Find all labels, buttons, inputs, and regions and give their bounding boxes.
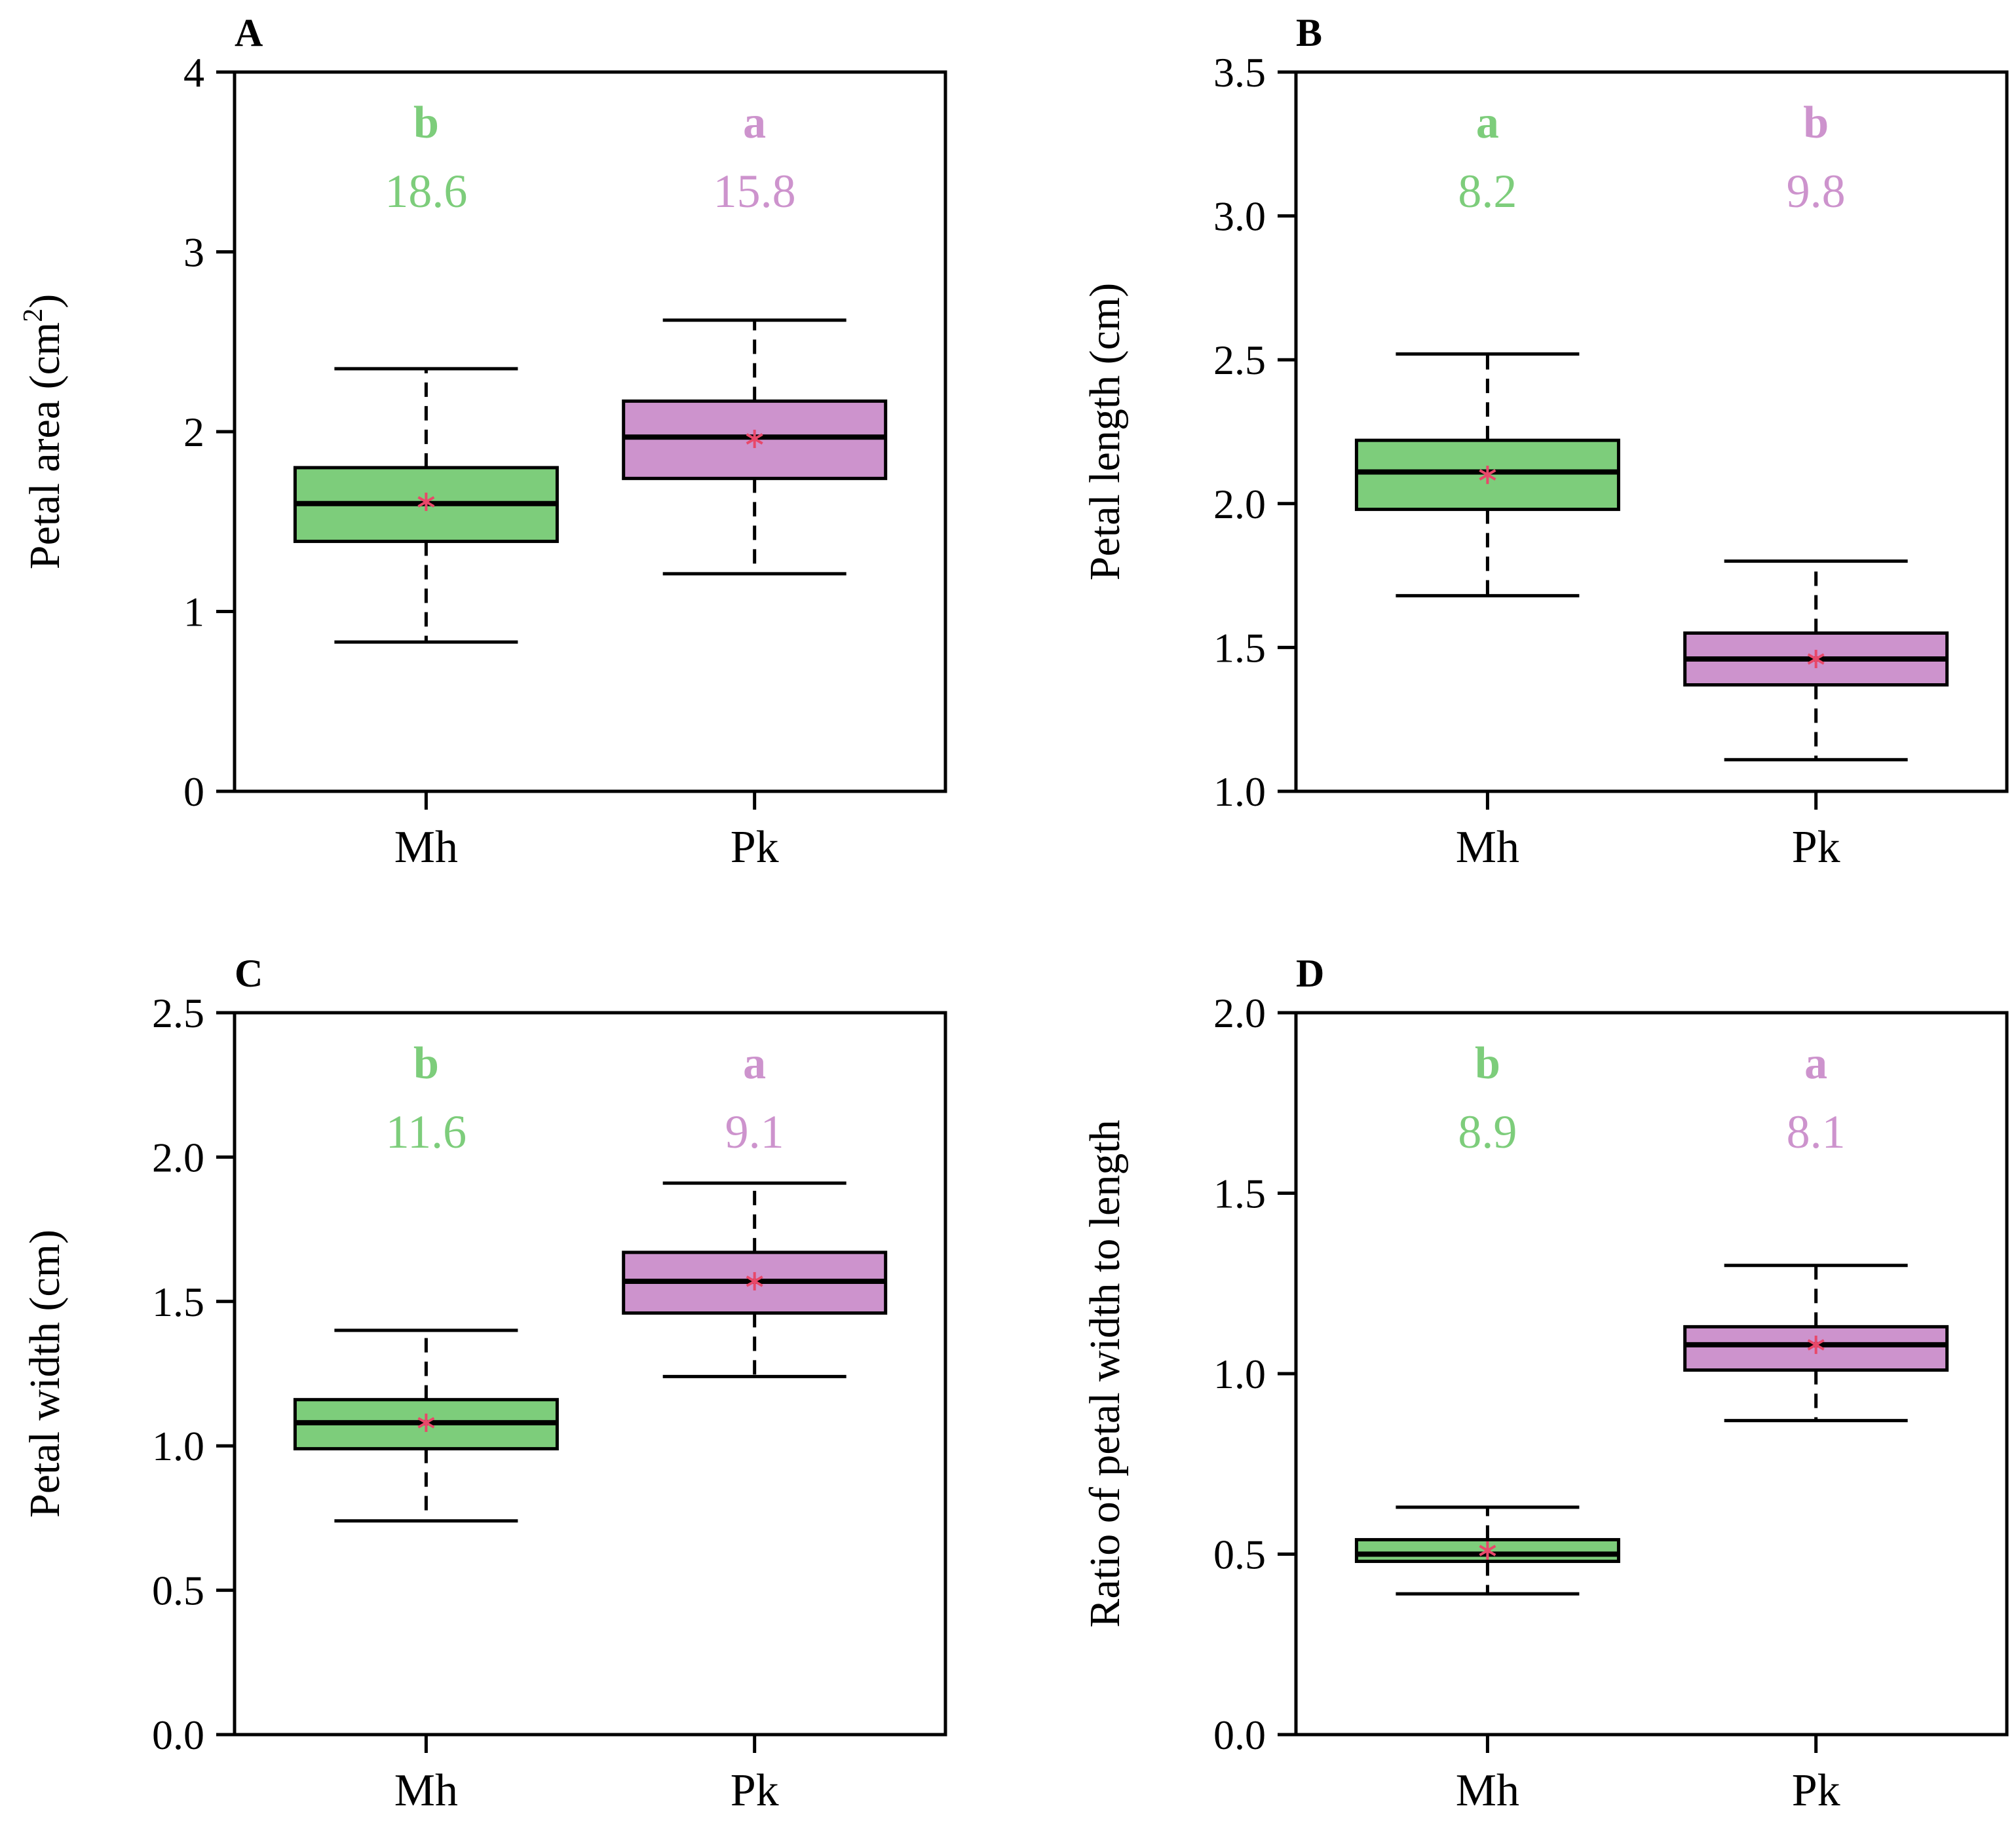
panel-b-pk-sig-letter: b: [1803, 98, 1829, 148]
panel-c-pk-mean-marker: [746, 1271, 763, 1290]
panel-d-pk-value-label: 8.1: [1787, 1106, 1846, 1158]
panel-c-y-tick-label: 2.0: [152, 1134, 204, 1180]
panel-c-letter: C: [235, 952, 263, 995]
panel-d-y-tick-label: 0.5: [1213, 1532, 1266, 1578]
panel-b-y-tick-label: 1.5: [1213, 624, 1266, 671]
panel-c: b 11.6 Mh a 9.1 Pk 0.0 0.5 1.0 1.5 2.0 2.5 C Petal wi…: [21, 952, 947, 1816]
panel-a-mh-value-label: 18.6: [385, 165, 467, 217]
panel-d-mh-value-label: 8.9: [1458, 1106, 1517, 1158]
panel-c-pk-x-tick-label: Pk: [731, 1765, 779, 1816]
panel-b-mh-mean-stroke: [1479, 469, 1496, 481]
panel-a-y-tick-label: 2: [183, 409, 204, 455]
panel-a-y-axis-title: Petal area (cm2): [18, 294, 69, 569]
panel-a-mh-mean-marker: [417, 493, 435, 512]
panel-a-mh-sig-letter: b: [413, 98, 439, 148]
panel-d: b 8.9 Mh a 8.1 Pk 0.0 0.5 1.0 1.5 2.0 D Ratio of pet…: [1081, 952, 2009, 1816]
panel-a-pk-sig-letter: a: [743, 98, 766, 148]
panel-d-y-tick-label: 2.0: [1213, 990, 1266, 1036]
panel-c-pk-value-label: 9.1: [725, 1106, 784, 1158]
panel-c-mh-mean-marker: [417, 1413, 435, 1432]
panel-d-mh-sig-letter: b: [1475, 1038, 1500, 1089]
panel-c-mh-x-tick-label: Mh: [394, 1765, 458, 1816]
panel-d-pk-x-tick-label: Pk: [1792, 1765, 1840, 1816]
panel-d-pk-sig-letter: a: [1804, 1038, 1827, 1089]
panel-b-y-tick-label: 3.0: [1213, 193, 1266, 240]
panel-b-mh-x-tick-label: Mh: [1456, 822, 1519, 873]
panel-d-pk-mean-stroke: [1807, 1339, 1825, 1351]
panel-a-y-tick-label: 1: [183, 589, 204, 635]
panel-d-mh-mean-stroke: [1479, 1545, 1496, 1556]
panel-b-y-tick-label: 3.5: [1213, 49, 1266, 96]
panel-d-frame: [1294, 1011, 2009, 1737]
panel-b-y-tick-label: 1.0: [1213, 768, 1266, 815]
panel-c-y-tick-label: 0.5: [152, 1568, 204, 1614]
panel-b-y-axis-title: Petal length (cm): [1081, 283, 1129, 581]
panel-b-mh-value-label: 8.2: [1458, 165, 1517, 217]
y-axis-title-main: Petal area (cm: [21, 322, 69, 569]
panel-d-y-tick-label: 0.0: [1213, 1712, 1266, 1758]
panel-a-y-tick-label: 0: [183, 768, 204, 815]
panel-c-mh-mean-stroke: [417, 1417, 435, 1429]
panel-b-frame: [1294, 70, 2009, 793]
panel-b-mh-mean-marker: [1479, 465, 1496, 484]
panel-b-y-tick-label: 2.5: [1213, 337, 1266, 383]
panel-a-pk-value-label: 15.8: [713, 165, 796, 217]
panel-c-y-tick-label: 1.5: [152, 1279, 204, 1325]
panel-d-mh-mean-marker: [1479, 1541, 1496, 1560]
panel-d-y-axis-title: Ratio of petal width to length: [1081, 1119, 1129, 1627]
panel-d-pk-mean-marker: [1807, 1335, 1825, 1354]
panel-c-pk-mean-stroke: [746, 1275, 763, 1287]
panel-a-mh-mean-stroke: [417, 496, 435, 508]
panel-a-y-tick-label: 4: [183, 49, 204, 96]
panel-d-mh-x-tick-label: Mh: [1456, 1765, 1519, 1816]
panel-a-pk-x-tick-label: Pk: [731, 822, 779, 873]
panel-b-letter: B: [1296, 11, 1322, 54]
panel-a-y-tick-label: 3: [183, 229, 204, 276]
panel-c-y-axis-title: Petal width (cm): [21, 1230, 69, 1518]
panel-c-y-tick-label: 2.5: [152, 990, 204, 1036]
panel-c-frame: [233, 1011, 947, 1737]
panel-d-y-tick-label: 1.5: [1213, 1171, 1266, 1217]
panel-a-pk-mean-stroke: [746, 433, 763, 445]
panel-b-mh-sig-letter: a: [1476, 98, 1499, 148]
panel-b-y-tick-label: 2.0: [1213, 481, 1266, 527]
panel-c-y-tick-label: 1.0: [152, 1423, 204, 1469]
panel-d-y-tick-label: 1.0: [1213, 1351, 1266, 1397]
panel-b-pk-mean-stroke: [1807, 653, 1825, 665]
panel-c-mh-sig-letter: b: [413, 1038, 439, 1089]
panel-b-pk-mean-marker: [1807, 649, 1825, 668]
panel-c-y-tick-label: 0.0: [152, 1712, 204, 1758]
panel-a-letter: A: [235, 11, 263, 54]
panel-b-pk-x-tick-label: Pk: [1792, 822, 1840, 873]
y-axis-title-superscript: 2: [18, 309, 48, 322]
panel-c-mh-value-label: 11.6: [386, 1106, 466, 1158]
panel-d-letter: D: [1296, 952, 1324, 995]
panel-a-mh-x-tick-label: Mh: [394, 822, 458, 873]
panel-a-pk-mean-marker: [746, 429, 763, 448]
panel-c-pk-sig-letter: a: [743, 1038, 766, 1089]
y-axis-title-end: ): [21, 294, 69, 309]
panel-b-pk-value-label: 9.8: [1787, 165, 1846, 217]
panel-b: a 8.2 Mh b 9.8 Pk 1.0 1.5 2.0 2.5 3.0 3.5 B Petal len…: [1081, 11, 2009, 873]
